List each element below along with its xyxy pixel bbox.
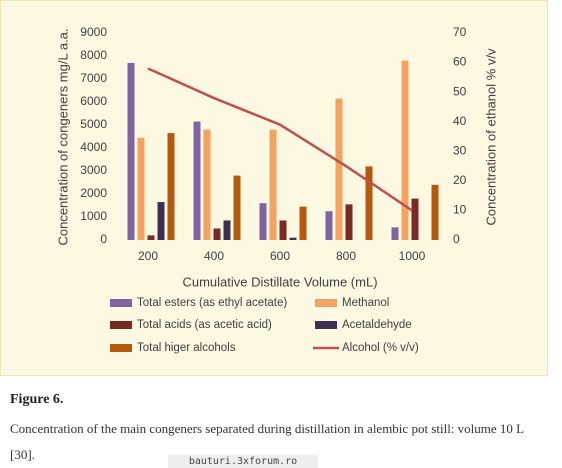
y-axis-title: Concentration of congeners mg/L a.a. <box>55 28 70 245</box>
figure-label: Figure 6. <box>10 392 64 407</box>
bar <box>223 220 231 240</box>
y2-tick-label: 30 <box>453 143 467 157</box>
y-tick-label: 6000 <box>80 94 107 108</box>
bar <box>325 211 333 240</box>
bar <box>157 202 165 240</box>
bar <box>147 235 155 240</box>
legend-swatch <box>110 299 132 307</box>
x-axis-title: Cumulative Distillate Volume (mL) <box>182 274 377 289</box>
bar <box>289 237 297 240</box>
x-tick-label: 600 <box>270 249 290 263</box>
y2-tick-label: 70 <box>453 25 467 39</box>
bar <box>137 137 145 240</box>
watermark: bauturi.3xforum.ro <box>168 455 318 468</box>
y-tick-label: 1000 <box>80 209 107 223</box>
line <box>147 67 413 212</box>
bar <box>391 227 399 240</box>
bar <box>431 184 439 240</box>
bar <box>233 175 241 240</box>
y2-tick-label: 0 <box>453 232 460 246</box>
y-tick-label: 2000 <box>80 186 107 200</box>
y2-tick-label: 10 <box>453 203 467 217</box>
bar <box>127 62 135 241</box>
y-tick-label: 9000 <box>80 25 107 39</box>
bar <box>401 60 409 240</box>
legend-label: Total acids (as acetic acid) <box>137 319 272 331</box>
bar <box>203 129 211 240</box>
y-tick-label: 4000 <box>80 140 107 154</box>
bar <box>335 98 343 240</box>
legend-swatch <box>315 299 337 307</box>
legend-swatch <box>110 344 132 352</box>
legend-label: Total esters (as ethyl acetate) <box>137 297 287 309</box>
legend-label: Methanol <box>342 297 389 309</box>
x-tick-label: 800 <box>336 249 356 263</box>
legend-label: Total higer alcohols <box>137 342 236 354</box>
x-tick-label: 200 <box>138 249 158 263</box>
legend-label: Alcohol (% v/v) <box>342 342 419 354</box>
bar <box>411 198 419 240</box>
bar <box>365 166 373 240</box>
legend-swatch <box>110 321 132 329</box>
bar <box>269 129 277 240</box>
y-tick-label: 3000 <box>80 163 107 177</box>
bar <box>167 133 175 240</box>
legend-label: Acetaldehyde <box>342 319 412 331</box>
figure-caption: Concentration of the main congeners sepa… <box>10 421 524 462</box>
bar <box>193 121 201 240</box>
y2-axis-title: Concentration of ethanol % v/v <box>483 48 498 226</box>
y2-tick-label: 40 <box>453 114 467 128</box>
y2-tick-label: 20 <box>453 173 467 187</box>
y-tick-label: 8000 <box>80 48 107 62</box>
y2-tick-label: 50 <box>453 84 467 98</box>
bar <box>259 203 267 240</box>
y-tick-label: 5000 <box>80 117 107 131</box>
y-tick-label: 7000 <box>80 71 107 85</box>
x-tick-label: 1000 <box>399 249 426 263</box>
bar <box>299 206 307 240</box>
x-tick-label: 400 <box>204 249 224 263</box>
y2-tick-label: 60 <box>453 55 467 69</box>
bar <box>213 228 221 240</box>
legend-swatch <box>315 321 337 329</box>
bar <box>345 204 353 240</box>
chart: Cumulative Distillate Volume (mL) Concen… <box>55 25 498 354</box>
bar <box>279 220 287 240</box>
y-tick-label: 0 <box>100 232 107 246</box>
